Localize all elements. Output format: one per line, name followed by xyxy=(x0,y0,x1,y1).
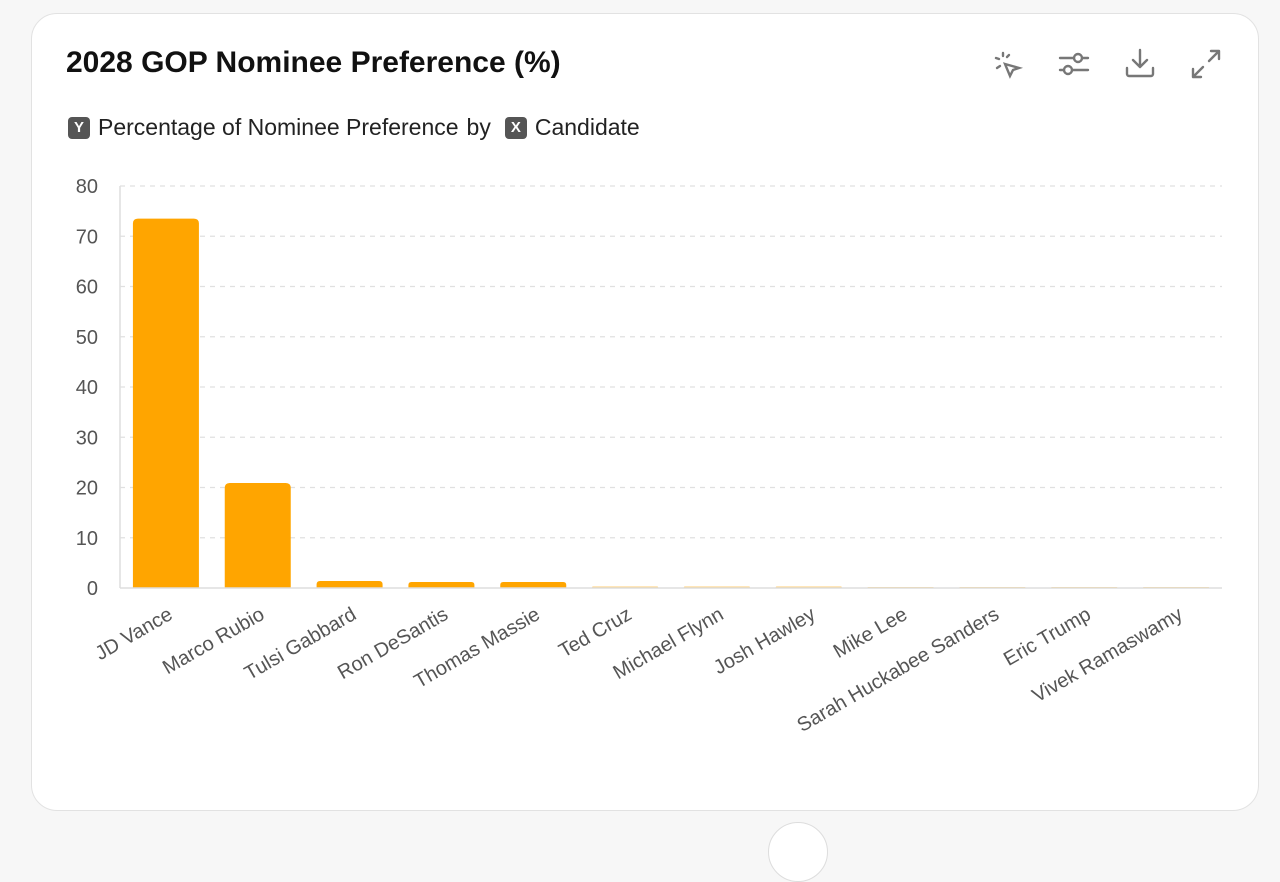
x-axis-name: Candidate xyxy=(534,114,640,140)
y-tick-label: 70 xyxy=(76,226,98,248)
chart-title: 2028 GOP Nominee Preference (%) xyxy=(66,46,561,79)
x-tick-label: JD Vance xyxy=(92,603,177,665)
y-axis-badge: Y xyxy=(68,116,90,139)
y-tick-label: 50 xyxy=(76,327,98,349)
bar xyxy=(408,581,475,588)
x-tick-label: Josh Hawley xyxy=(710,603,819,679)
y-tick-label: 80 xyxy=(76,176,98,198)
by-label: by xyxy=(466,114,491,140)
y-tick-label: 40 xyxy=(76,377,98,399)
y-tick-label: 10 xyxy=(76,528,98,550)
chart-subtitle: Y Percentage of Nominee Preference by X … xyxy=(68,114,640,141)
scroll-button[interactable] xyxy=(768,822,828,882)
y-tick-label: 20 xyxy=(76,478,98,500)
bar xyxy=(316,580,383,588)
y-tick-label: 30 xyxy=(76,427,98,449)
bar xyxy=(224,482,291,588)
x-tick-label: Mike Lee xyxy=(830,603,911,663)
chart-toolbar xyxy=(990,46,1224,82)
x-axis-badge: X xyxy=(504,116,527,139)
bar xyxy=(132,218,199,588)
y-tick-label: 60 xyxy=(76,277,98,299)
y-tick-label: 0 xyxy=(87,578,98,600)
x-tick-label: Ted Cruz xyxy=(555,603,635,662)
select-pointer-icon[interactable] xyxy=(990,46,1026,82)
expand-icon[interactable] xyxy=(1188,46,1224,82)
bar xyxy=(500,581,567,588)
chart-card: 2028 GOP Nominee Preference (%) Y Percen… xyxy=(31,13,1259,811)
sliders-icon[interactable] xyxy=(1056,46,1092,82)
x-tick-label: Vivek Ramaswamy xyxy=(1029,603,1187,707)
y-axis-name: Percentage of Nominee Preference xyxy=(98,114,459,140)
download-icon[interactable] xyxy=(1122,46,1158,82)
